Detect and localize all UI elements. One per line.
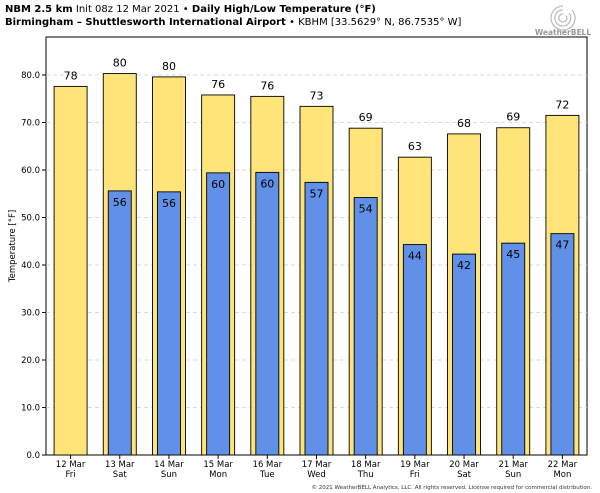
station-name: Birmingham – Shuttlesworth International… xyxy=(5,17,286,28)
low-label: 56 xyxy=(113,196,127,209)
product-title: Daily High/Low Temperature (°F) xyxy=(191,4,376,15)
y-tick-label: 40.0 xyxy=(21,261,40,271)
x-tick-day: Mon xyxy=(553,470,571,480)
high-label: 76 xyxy=(260,79,274,92)
station-meta: KBHM [33.5629° N, 86.7535° W] xyxy=(298,17,462,28)
high-label: 73 xyxy=(310,89,324,102)
high-label: 63 xyxy=(408,140,422,153)
x-tick-day: Sat xyxy=(457,470,472,480)
init-time: Init 08z 12 Mar 2021 xyxy=(75,4,180,15)
low-label: 57 xyxy=(310,187,324,200)
low-bar xyxy=(501,242,526,456)
high-label: 68 xyxy=(457,117,471,130)
low-label: 54 xyxy=(359,203,373,216)
high-label: 80 xyxy=(162,60,176,73)
low-bar xyxy=(157,191,181,456)
bullet-2: • xyxy=(289,17,295,28)
y-axis: 0.0 10.0 20.0 30.0 40.0 50.0 60.0 70.0 80.0 xyxy=(21,71,46,461)
low-bar xyxy=(304,181,329,456)
low-label: 56 xyxy=(162,197,176,210)
high-label: 72 xyxy=(555,98,569,111)
low-bar xyxy=(550,233,575,456)
low-bar xyxy=(402,244,427,456)
high-label: 78 xyxy=(64,69,78,82)
low-bar xyxy=(206,172,231,456)
copyright-footer: © 2021 WeatherBELL Analytics, LLC. All r… xyxy=(311,485,592,491)
x-tick-day: Thu xyxy=(357,470,374,480)
x-tick-day: Fri xyxy=(410,470,420,480)
y-tick-label: 80.0 xyxy=(21,71,40,81)
x-tick-date: 17 Mar xyxy=(302,460,332,470)
x-tick-date: 21 Mar xyxy=(498,460,528,470)
low-bar xyxy=(255,171,280,456)
y-tick-label: 50.0 xyxy=(21,214,40,224)
x-tick-day: Mon xyxy=(209,470,227,480)
x-tick-day: Sun xyxy=(161,470,177,480)
bullet-1: • xyxy=(182,4,189,15)
header-line-2: Birmingham – Shuttlesworth International… xyxy=(5,16,461,29)
y-tick-label: 60.0 xyxy=(21,166,40,176)
x-tick-date: 14 Mar xyxy=(154,460,184,470)
high-label: 76 xyxy=(211,78,225,91)
low-label: 42 xyxy=(457,259,471,272)
x-tick-date: 20 Mar xyxy=(449,460,479,470)
low-label: 60 xyxy=(211,178,225,191)
low-label: 47 xyxy=(555,239,569,252)
y-tick-label: 20.0 xyxy=(21,356,40,366)
high-label: 69 xyxy=(359,111,373,124)
y-tick-label: 70.0 xyxy=(21,119,40,129)
x-tick-date: 22 Mar xyxy=(548,460,578,470)
y-tick-label: 30.0 xyxy=(21,309,40,319)
y-axis-label: Temperature [°F] xyxy=(8,210,18,283)
low-label: 45 xyxy=(506,248,520,261)
x-tick-date: 16 Mar xyxy=(253,460,283,470)
header-line-1: NBM 2.5 km Init 08z 12 Mar 2021 • Daily … xyxy=(5,3,461,16)
y-tick-label: 10.0 xyxy=(21,404,40,414)
high-label: 69 xyxy=(506,111,520,124)
x-tick-date: 19 Mar xyxy=(400,460,430,470)
x-tick-day: Fri xyxy=(66,470,76,480)
x-tick-day: Sun xyxy=(505,470,521,480)
low-bar xyxy=(107,190,132,456)
x-tick-date: 12 Mar xyxy=(56,460,86,470)
x-tick-date: 13 Mar xyxy=(105,460,135,470)
low-bar xyxy=(452,253,476,456)
x-tick-day: Wed xyxy=(307,470,326,480)
high-bar xyxy=(53,85,88,456)
weatherbell-logo: WeatherBELL xyxy=(535,5,591,37)
x-tick-date: 15 Mar xyxy=(203,460,233,470)
x-tick-day: Sat xyxy=(113,470,128,480)
chart-header: NBM 2.5 km Init 08z 12 Mar 2021 • Daily … xyxy=(5,3,461,29)
low-label: 44 xyxy=(408,250,422,263)
x-tick-date: 18 Mar xyxy=(351,460,381,470)
low-bar xyxy=(353,197,378,456)
logo-text: WeatherBELL xyxy=(535,28,591,37)
y-tick-label: 0.0 xyxy=(26,451,40,461)
low-label: 60 xyxy=(260,177,274,190)
x-tick-day: Tue xyxy=(259,470,275,480)
model-name: NBM 2.5 km xyxy=(5,4,73,15)
high-label: 80 xyxy=(113,57,127,70)
